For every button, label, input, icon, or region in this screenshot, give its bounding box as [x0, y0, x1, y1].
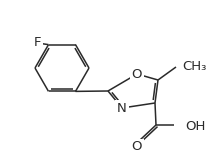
Text: OH: OH [185, 120, 205, 132]
Text: CH₃: CH₃ [182, 59, 206, 73]
Text: O: O [132, 68, 142, 80]
Text: F: F [34, 36, 41, 49]
Text: O: O [132, 141, 142, 153]
Text: N: N [117, 101, 127, 114]
